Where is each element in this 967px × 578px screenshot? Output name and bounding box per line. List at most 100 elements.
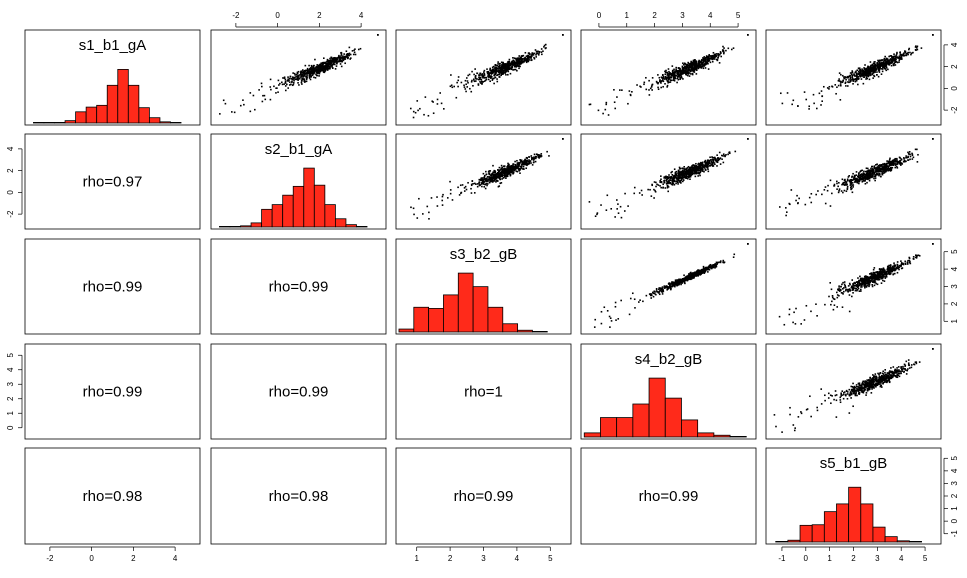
- scatter-point: [513, 68, 516, 71]
- scatter-point: [887, 61, 889, 64]
- scatter-point: [308, 64, 310, 67]
- scatter-point: [518, 57, 521, 59]
- scatter-point: [690, 274, 692, 277]
- scatter-point: [486, 184, 488, 187]
- scatter-point: [436, 205, 439, 207]
- scatter-point: [521, 163, 523, 165]
- scatter-point: [688, 69, 690, 72]
- scatter-point: [542, 50, 544, 53]
- scatter-point: [909, 153, 911, 156]
- scatter-point: [291, 81, 293, 84]
- scatter-point: [848, 310, 851, 313]
- scatter-point: [335, 61, 338, 63]
- scatter-point: [306, 69, 308, 72]
- scatter-point: [496, 74, 498, 77]
- scatter-point: [899, 161, 902, 164]
- scatter-point: [702, 269, 705, 272]
- scatter-point: [867, 170, 870, 172]
- scatter-point: [336, 58, 338, 61]
- scatter-point: [716, 159, 718, 162]
- scatter-point: [820, 90, 823, 92]
- scatter-point: [693, 277, 695, 279]
- scatter-point: [690, 60, 692, 63]
- scatter-point: [669, 283, 671, 285]
- scatter-point: [677, 75, 680, 78]
- scatter-point: [691, 72, 694, 75]
- scatter-point: [823, 189, 826, 191]
- scatter-point: [489, 80, 491, 83]
- scatter-point: [659, 179, 662, 182]
- scatter-point: [792, 99, 795, 102]
- scatter-point: [865, 177, 868, 180]
- scatter-point: [634, 307, 636, 309]
- scatter-point: [687, 165, 690, 168]
- scatter-point: [306, 67, 309, 70]
- scatter-point: [488, 181, 491, 184]
- scatter-point: [516, 159, 518, 162]
- scatter-point: [258, 89, 260, 91]
- scatter-point: [338, 54, 340, 57]
- scatter-point: [824, 186, 827, 188]
- scatter-point: [638, 301, 640, 303]
- scatter-point: [344, 58, 346, 60]
- scatter-point: [319, 68, 322, 71]
- scatter-point: [892, 160, 895, 162]
- scatter-point: [516, 64, 518, 67]
- scatter-point: [495, 69, 498, 72]
- scatter-point: [878, 174, 880, 177]
- scatter-point: [518, 60, 520, 62]
- scatter-point: [683, 71, 685, 74]
- scatter-point: [836, 188, 838, 190]
- scatter-point: [495, 181, 497, 183]
- scatter-point: [867, 71, 870, 73]
- scatter-point: [904, 160, 906, 163]
- scatter-point: [301, 77, 303, 79]
- scatter-point: [328, 60, 330, 63]
- scatter-point: [531, 52, 534, 54]
- scatter-point: [677, 67, 680, 69]
- histogram-bar: [148, 117, 161, 124]
- scatter-point: [523, 163, 526, 166]
- scatter-point: [537, 54, 540, 56]
- scatter-point: [562, 34, 564, 36]
- scatter-point: [500, 67, 503, 70]
- scatter-point: [679, 173, 682, 176]
- scatter-point: [892, 63, 895, 65]
- scatter-point: [302, 77, 304, 80]
- scatter-point: [861, 68, 863, 70]
- scatter-point: [304, 73, 306, 75]
- scatter-point: [881, 165, 883, 167]
- scatter-point: [876, 173, 879, 176]
- scatter-point: [704, 62, 706, 65]
- scatter-point: [663, 179, 665, 182]
- scatter-point: [463, 190, 466, 192]
- scatter-point: [833, 183, 836, 186]
- scatter-point: [534, 160, 537, 163]
- scatter-point: [589, 103, 592, 106]
- scatter-point: [315, 70, 317, 72]
- scatter-point: [525, 167, 528, 170]
- scatter-point: [328, 63, 330, 66]
- scatter-point: [867, 172, 869, 175]
- scatter-point: [896, 52, 898, 55]
- scatter-point: [695, 69, 698, 71]
- scatter-point: [695, 274, 698, 276]
- scatter-point: [681, 175, 683, 177]
- scatter-point: [884, 65, 886, 67]
- scatter-point: [493, 178, 496, 181]
- scatter-point: [539, 155, 542, 158]
- scatter-point: [666, 178, 668, 181]
- scatter-point: [331, 57, 333, 60]
- scatter-point: [648, 89, 650, 91]
- scatter-point: [861, 286, 863, 288]
- scatter-point: [705, 56, 708, 59]
- scatter-point: [512, 163, 514, 166]
- scatter-point: [684, 66, 686, 69]
- scatter-point: [885, 59, 887, 61]
- scatter-point: [544, 43, 547, 46]
- scatter-point: [834, 84, 837, 86]
- scatter-point: [812, 93, 815, 96]
- scatter-point: [714, 266, 716, 269]
- histogram-bar: [64, 120, 77, 124]
- scatter-point: [867, 66, 869, 69]
